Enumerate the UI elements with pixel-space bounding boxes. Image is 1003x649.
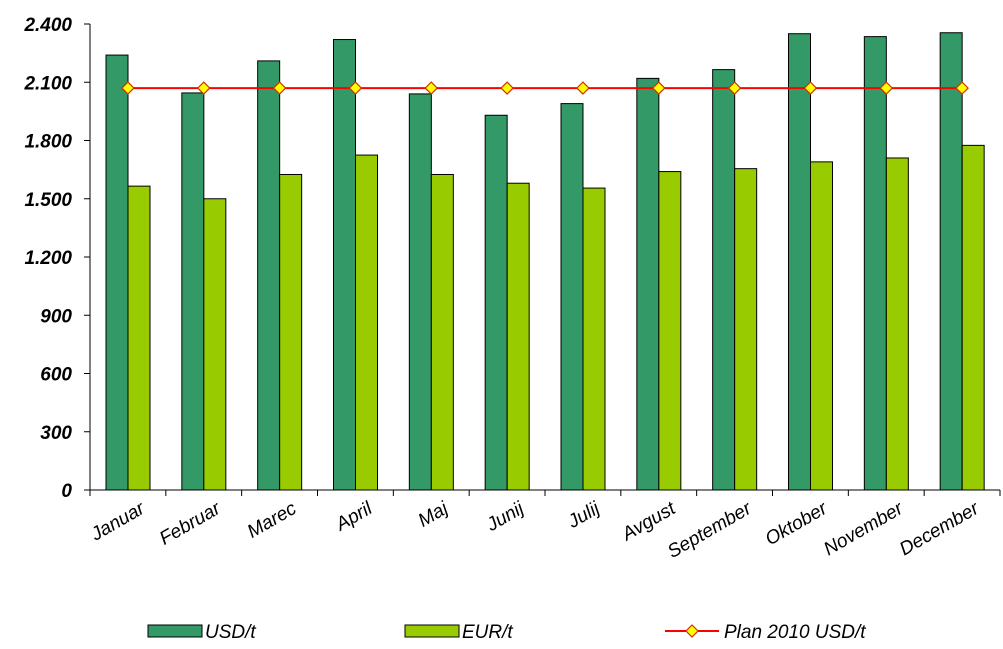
bar-eur	[734, 168, 758, 491]
plan-line-marker	[424, 81, 439, 95]
plan-line-marker	[879, 81, 894, 95]
x-axis: Januar Februar Marec April Maj Junij Julij Avgu…	[87, 489, 1001, 563]
bar-usd	[484, 114, 508, 491]
legend-swatch	[404, 624, 460, 638]
x-tick-label: Julij	[564, 498, 604, 533]
bar-eur	[885, 157, 909, 491]
bar-usd	[257, 60, 281, 491]
bar-eur	[961, 144, 985, 491]
legend: USD/t EUR/t Plan 2010 USD/t	[147, 622, 866, 643]
x-tick-label: Junij	[482, 498, 528, 537]
plan-line-marker	[348, 81, 363, 95]
y-tick-label: 2.100	[23, 73, 72, 94]
plan-line-marker	[500, 81, 514, 95]
plan-line-marker	[272, 81, 287, 95]
bar-usd	[863, 36, 887, 491]
x-tick-label: Avgust	[618, 498, 680, 546]
bar-usd	[560, 103, 584, 491]
y-tick-label: 300	[40, 423, 72, 444]
bar-usd	[636, 77, 660, 491]
x-tick-label: Maj	[415, 498, 453, 532]
y-tick-label: 900	[40, 306, 72, 327]
legend-swatch	[147, 624, 203, 638]
bar-eur	[279, 173, 303, 491]
y-tick-label: 1.200	[24, 248, 72, 269]
y-tick-label: 0	[61, 481, 72, 502]
x-tick-label: December	[896, 498, 983, 560]
x-tick-label: Marec	[244, 498, 301, 543]
bar-eur	[127, 185, 151, 491]
plan-line-marker	[727, 81, 742, 95]
x-tick-label: April	[332, 498, 377, 536]
bar-eur	[430, 173, 454, 491]
bar-eur	[658, 171, 682, 491]
x-tick-label: November	[820, 498, 907, 560]
y-tick-label: 2.400	[23, 15, 72, 36]
legend-label: Plan 2010 USD/t	[724, 622, 866, 643]
bar-usd	[181, 92, 205, 491]
bar-usd	[408, 93, 432, 491]
bar-eur	[355, 154, 378, 491]
y-tick-label: 1.500	[24, 190, 72, 211]
x-tick-label: Januar	[87, 498, 149, 546]
bar-eur	[582, 187, 606, 491]
plan-line-marker	[196, 81, 211, 95]
bar-usd	[939, 32, 963, 491]
bar-eur	[506, 182, 530, 491]
bar-eur	[810, 161, 833, 491]
bar-usd	[105, 54, 129, 491]
plan-line-marker	[955, 81, 969, 95]
bar-eur	[203, 198, 227, 491]
bar-usd	[333, 39, 356, 491]
plan-line	[121, 81, 969, 95]
bars	[105, 32, 985, 491]
plan-line-marker	[803, 81, 818, 95]
legend-label: EUR/t	[462, 622, 513, 643]
bar-usd	[788, 33, 811, 491]
legend-marker	[685, 624, 699, 638]
plan-line-marker	[651, 81, 666, 95]
y-axis: 0 300 600 900 1.200 1.500 1.800 2.100 2.400	[23, 15, 91, 502]
y-tick-label: 600	[40, 365, 72, 386]
legend-label: USD/t	[205, 622, 256, 643]
bar-usd	[712, 69, 736, 491]
x-tick-label: Februar	[156, 498, 225, 550]
y-tick-label: 1.800	[24, 132, 72, 153]
plan-line-marker	[121, 81, 135, 95]
x-tick-label: September	[664, 498, 756, 563]
plan-line-marker	[576, 81, 590, 95]
